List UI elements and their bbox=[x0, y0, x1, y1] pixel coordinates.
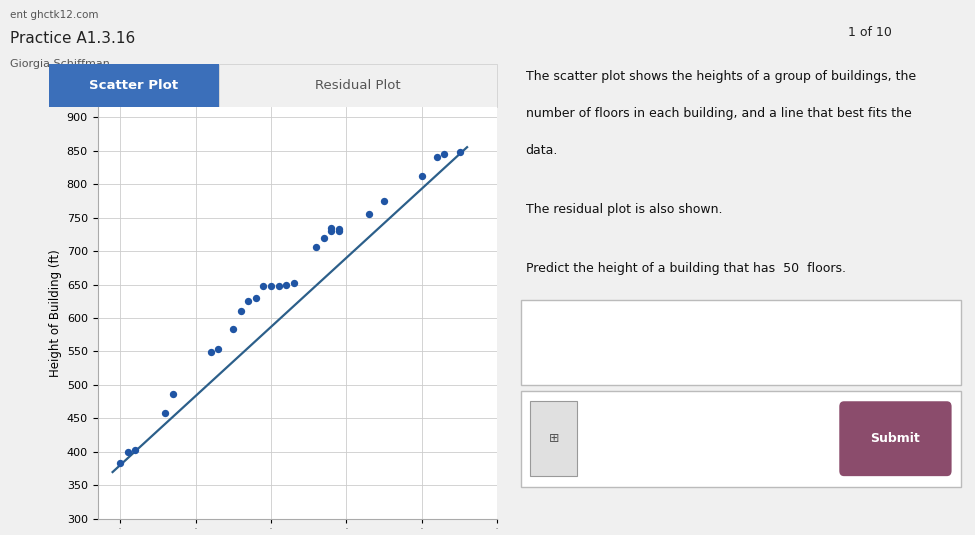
Point bbox=[241, 297, 256, 305]
Point bbox=[225, 325, 241, 334]
Point bbox=[248, 294, 263, 302]
Text: data.: data. bbox=[526, 144, 558, 157]
Text: The residual plot is also shown.: The residual plot is also shown. bbox=[526, 203, 722, 216]
Point bbox=[308, 243, 324, 251]
Text: Residual Plot: Residual Plot bbox=[315, 79, 401, 92]
Point bbox=[414, 172, 430, 180]
Text: Scatter Plot: Scatter Plot bbox=[90, 79, 178, 92]
Text: Predict the height of a building that has  50  floors.: Predict the height of a building that ha… bbox=[526, 262, 845, 275]
Text: The scatter plot shows the heights of a group of buildings, the: The scatter plot shows the heights of a … bbox=[526, 70, 916, 82]
Point bbox=[286, 279, 301, 287]
Point bbox=[255, 281, 271, 290]
Point bbox=[332, 225, 347, 233]
Point bbox=[437, 150, 452, 158]
Point bbox=[361, 210, 376, 218]
Point bbox=[376, 196, 392, 205]
Point bbox=[429, 153, 445, 162]
FancyBboxPatch shape bbox=[219, 64, 497, 107]
FancyBboxPatch shape bbox=[521, 300, 961, 385]
Text: Submit: Submit bbox=[871, 432, 920, 445]
FancyBboxPatch shape bbox=[530, 401, 577, 476]
FancyBboxPatch shape bbox=[521, 391, 961, 487]
Text: ent ghctk12.com: ent ghctk12.com bbox=[10, 10, 98, 20]
Y-axis label: Height of Building (ft): Height of Building (ft) bbox=[50, 249, 62, 377]
Point bbox=[233, 307, 249, 316]
Point bbox=[158, 409, 174, 417]
Point bbox=[316, 233, 332, 242]
Text: 1 of 10: 1 of 10 bbox=[848, 26, 892, 39]
Point bbox=[324, 227, 339, 235]
FancyBboxPatch shape bbox=[49, 64, 219, 107]
Point bbox=[451, 148, 467, 156]
Text: ⊞: ⊞ bbox=[549, 432, 559, 445]
Point bbox=[324, 223, 339, 232]
Text: number of floors in each building, and a line that best fits the: number of floors in each building, and a… bbox=[526, 107, 912, 120]
Point bbox=[120, 448, 136, 456]
Point bbox=[263, 281, 279, 290]
Point bbox=[128, 446, 143, 454]
Point bbox=[165, 389, 180, 398]
Point bbox=[203, 348, 218, 356]
Text: Giorgia Schiffman: Giorgia Schiffman bbox=[10, 59, 109, 69]
Point bbox=[332, 227, 347, 235]
Point bbox=[278, 280, 293, 289]
Point bbox=[271, 281, 287, 290]
FancyBboxPatch shape bbox=[839, 401, 952, 476]
Point bbox=[211, 345, 226, 354]
Point bbox=[112, 459, 128, 468]
Text: Practice A1.3.16: Practice A1.3.16 bbox=[10, 31, 135, 46]
